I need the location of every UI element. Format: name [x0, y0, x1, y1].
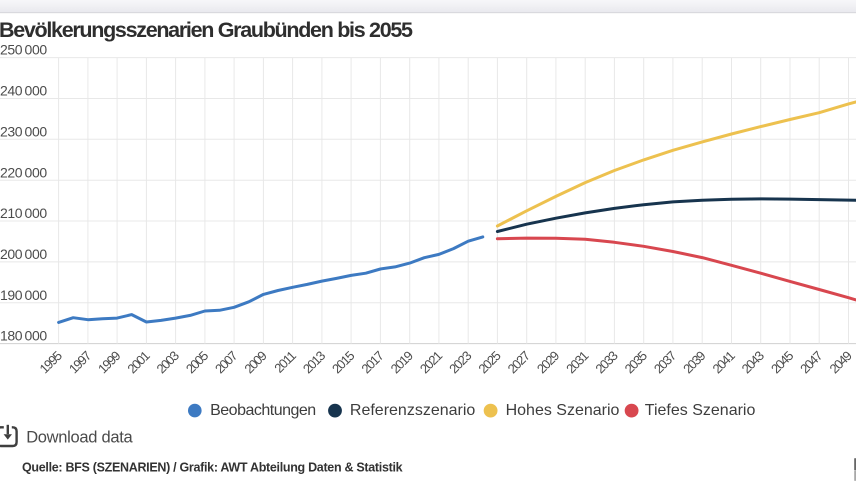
svg-text:Quelle: BFS (SZENARIEN) / Graf: Quelle: BFS (SZENARIEN) / Grafik: AWT Ab…	[22, 461, 403, 475]
svg-text:Beobachtungen: Beobachtungen	[210, 402, 316, 419]
svg-text:250 000: 250 000	[0, 42, 47, 58]
svg-text:230 000: 230 000	[0, 123, 47, 139]
svg-text:200 000: 200 000	[0, 246, 47, 262]
svg-text:190 000: 190 000	[0, 287, 47, 303]
svg-text:240 000: 240 000	[0, 83, 47, 99]
svg-text:Referenzszenario: Referenzszenario	[350, 402, 476, 419]
svg-text:210 000: 210 000	[0, 205, 47, 221]
svg-text:Download data: Download data	[26, 428, 133, 446]
svg-text:Bevölkerungsszenarien Graubünd: Bevölkerungsszenarien Graubünden bis 205…	[0, 18, 413, 42]
svg-text:180 000: 180 000	[0, 328, 47, 344]
svg-text:220 000: 220 000	[0, 164, 47, 180]
svg-text:Tiefes Szenario: Tiefes Szenario	[645, 402, 756, 419]
svg-text:Hohes Szenario: Hohes Szenario	[506, 402, 620, 419]
